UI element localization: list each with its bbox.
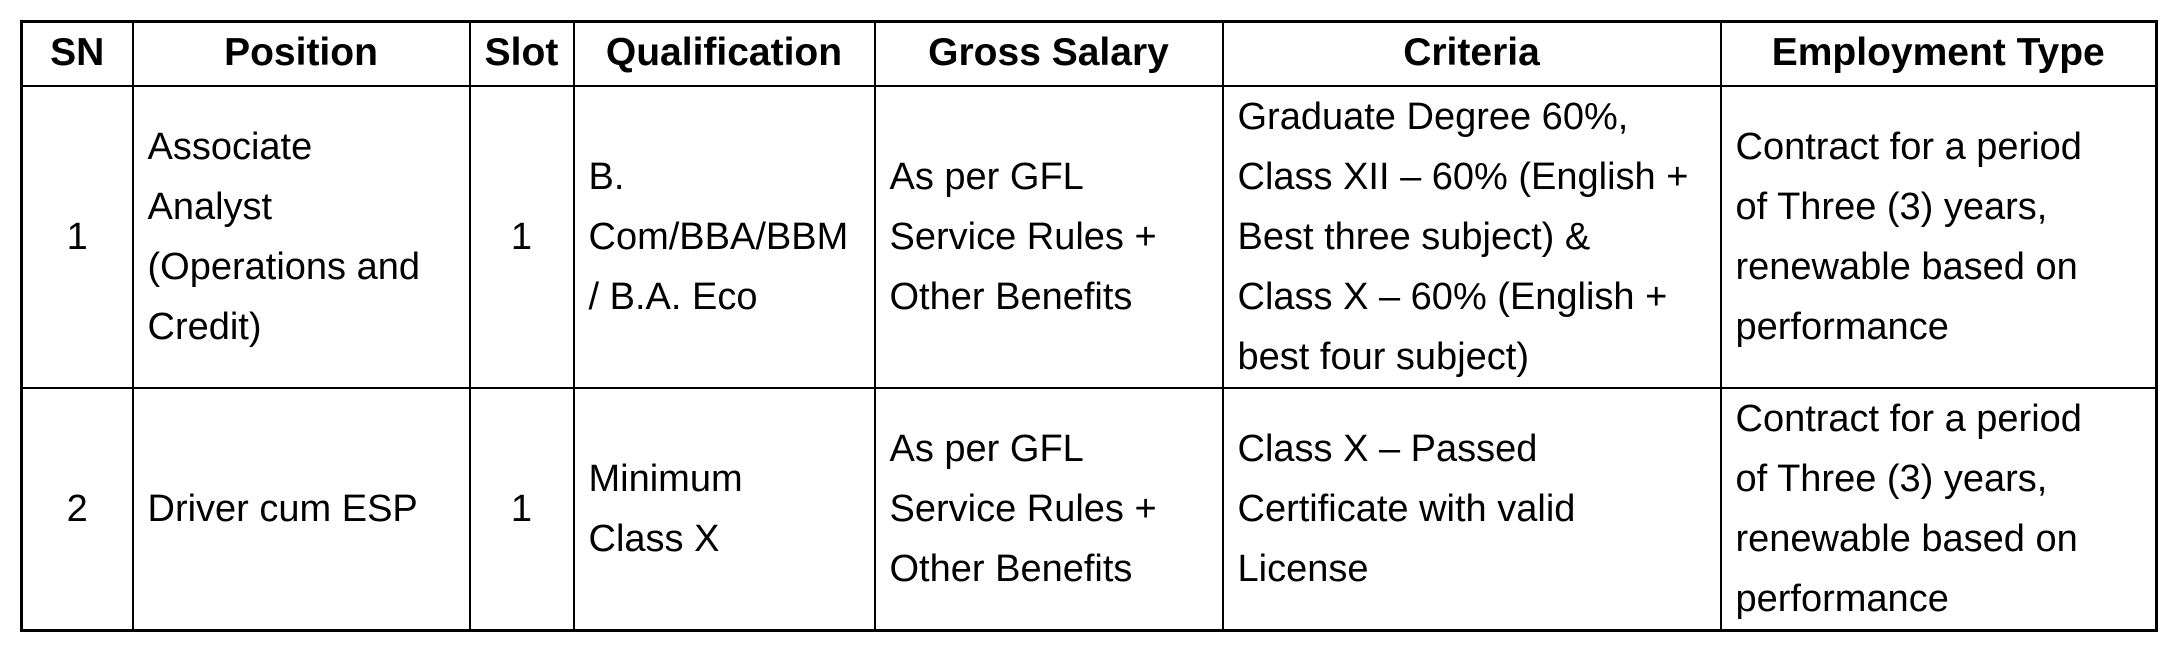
row1-criteria-cell: Graduate Degree 60%, Class XII – 60% (En… [1221, 84, 1722, 389]
row1-employment-type-cell: Contract for a period of Three (3) years… [1719, 84, 2158, 389]
column-header-gross-salary: Gross Salary [873, 20, 1224, 87]
table-row: 1 Associate Analyst (Operations and Cred… [20, 84, 2158, 389]
column-header-criteria: Criteria [1221, 20, 1722, 87]
row1-slot-cell: 1 [468, 84, 575, 389]
row2-position-cell: Driver cum ESP [131, 386, 471, 631]
table-row: 2 Driver cum ESP 1 Minimum Class X As pe… [20, 386, 2158, 631]
column-header-slot: Slot [468, 20, 575, 87]
row1-qualification-cell: B. Com/BBA/BBM / B.A. Eco [572, 84, 876, 389]
row2-gross-salary-cell: As per GFL Service Rules + Other Benefit… [873, 386, 1224, 631]
row2-qualification-cell: Minimum Class X [572, 386, 876, 631]
row1-gross-salary-cell: As per GFL Service Rules + Other Benefit… [873, 84, 1224, 389]
column-header-position: Position [131, 20, 471, 87]
row2-slot-cell: 1 [468, 386, 575, 631]
column-header-employment-type: Employment Type [1719, 20, 2158, 87]
row1-position-cell: Associate Analyst (Operations and Credit… [131, 84, 471, 389]
table-header-row: SN Position Slot Qualification Gross Sal… [20, 20, 2158, 87]
row2-employment-type-cell: Contract for a period of Three (3) years… [1719, 386, 2158, 631]
row2-sn-cell: 2 [20, 386, 134, 631]
row2-criteria-cell: Class X – Passed Certificate with valid … [1221, 386, 1722, 631]
column-header-qualification: Qualification [572, 20, 876, 87]
column-header-sn: SN [20, 20, 134, 87]
vacancy-table: SN Position Slot Qualification Gross Sal… [20, 20, 2158, 632]
row1-sn-cell: 1 [20, 84, 134, 389]
